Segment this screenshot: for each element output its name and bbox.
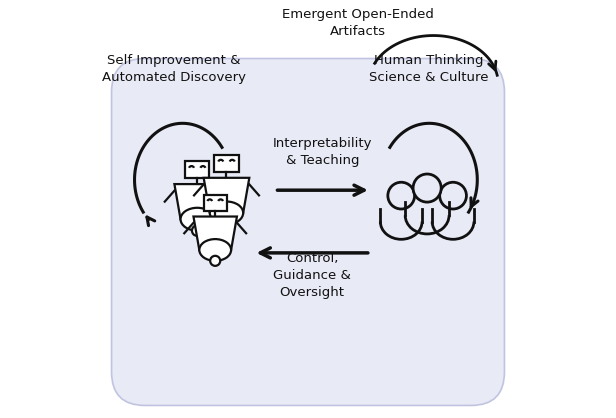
Circle shape — [440, 182, 466, 209]
Text: Self Improvement &
Automated Discovery: Self Improvement & Automated Discovery — [102, 54, 246, 84]
FancyBboxPatch shape — [204, 195, 227, 211]
Ellipse shape — [200, 239, 231, 261]
FancyBboxPatch shape — [111, 59, 505, 405]
Circle shape — [388, 182, 415, 209]
FancyBboxPatch shape — [185, 161, 209, 178]
Circle shape — [192, 225, 203, 236]
Text: Human Thinking
Science & Culture: Human Thinking Science & Culture — [370, 54, 489, 84]
Text: Control,
Guidance &
Oversight: Control, Guidance & Oversight — [274, 252, 351, 299]
Text: Emergent Open-Ended
Artifacts: Emergent Open-Ended Artifacts — [282, 8, 434, 38]
Polygon shape — [193, 217, 237, 250]
Polygon shape — [174, 184, 220, 219]
Circle shape — [413, 174, 441, 202]
Circle shape — [221, 219, 232, 229]
FancyBboxPatch shape — [214, 155, 238, 172]
Text: Interpretability
& Teaching: Interpretability & Teaching — [273, 137, 373, 167]
Circle shape — [210, 256, 221, 266]
Polygon shape — [204, 178, 249, 213]
Ellipse shape — [180, 208, 214, 231]
Ellipse shape — [210, 201, 243, 224]
